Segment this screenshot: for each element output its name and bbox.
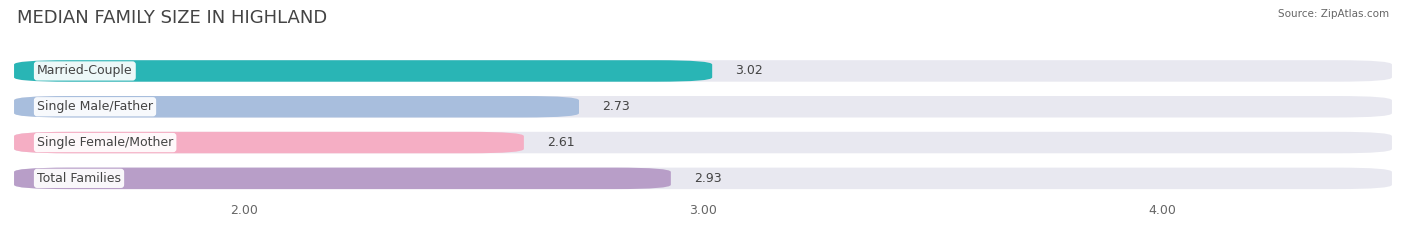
Text: Single Male/Father: Single Male/Father (37, 100, 153, 113)
FancyBboxPatch shape (14, 168, 1392, 189)
Text: Married-Couple: Married-Couple (37, 65, 132, 77)
FancyBboxPatch shape (14, 132, 1392, 153)
Text: 3.02: 3.02 (735, 65, 763, 77)
Text: MEDIAN FAMILY SIZE IN HIGHLAND: MEDIAN FAMILY SIZE IN HIGHLAND (17, 9, 328, 27)
Text: 2.73: 2.73 (602, 100, 630, 113)
FancyBboxPatch shape (14, 60, 713, 82)
FancyBboxPatch shape (14, 132, 524, 153)
Text: Single Female/Mother: Single Female/Mother (37, 136, 173, 149)
Text: Source: ZipAtlas.com: Source: ZipAtlas.com (1278, 9, 1389, 19)
Text: 2.61: 2.61 (547, 136, 575, 149)
Text: Total Families: Total Families (37, 172, 121, 185)
FancyBboxPatch shape (14, 168, 671, 189)
FancyBboxPatch shape (14, 96, 1392, 117)
FancyBboxPatch shape (14, 96, 579, 117)
FancyBboxPatch shape (14, 60, 1392, 82)
Text: 2.93: 2.93 (693, 172, 721, 185)
